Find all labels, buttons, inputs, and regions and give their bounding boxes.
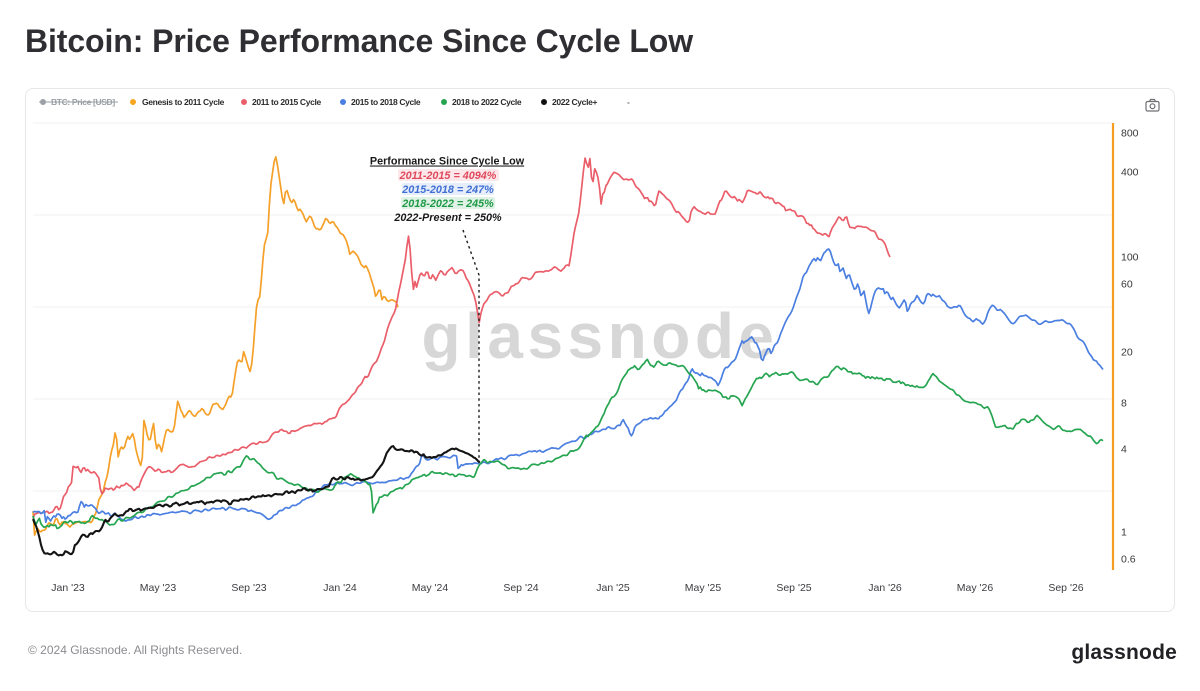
svg-text:2018 to 2022 Cycle: 2018 to 2022 Cycle [452,97,522,107]
svg-text:Sep '24: Sep '24 [503,582,538,594]
svg-text:60: 60 [1121,279,1133,291]
svg-text:Performance Since Cycle Low: Performance Since Cycle Low [370,156,525,168]
svg-text:Jan '23: Jan '23 [51,582,85,594]
svg-text:Genesis to 2011 Cycle: Genesis to 2011 Cycle [142,97,225,107]
svg-text:Sep '26: Sep '26 [1048,582,1083,594]
svg-text:2011-2015 = 4094%: 2011-2015 = 4094% [399,170,497,182]
svg-text:2022 Cycle+: 2022 Cycle+ [552,97,597,107]
svg-text:4: 4 [1121,444,1127,456]
svg-text:Jan '25: Jan '25 [596,582,630,594]
svg-text:0.6: 0.6 [1121,554,1136,566]
svg-text:May '25: May '25 [685,582,722,594]
svg-text:May '23: May '23 [140,582,177,594]
svg-text:800: 800 [1121,128,1139,140]
svg-text:2022-Present = 250%: 2022-Present = 250% [393,212,502,224]
svg-text:100: 100 [1121,252,1139,264]
svg-text:May '24: May '24 [412,582,449,594]
svg-text:20: 20 [1121,347,1133,359]
svg-text:400: 400 [1121,167,1139,179]
svg-text:1: 1 [1121,527,1127,539]
svg-text:Sep '23: Sep '23 [231,582,266,594]
svg-text:Sep '25: Sep '25 [776,582,811,594]
svg-text:Jan '24: Jan '24 [323,582,357,594]
svg-text:2015-2018 = 247%: 2015-2018 = 247% [401,184,494,196]
svg-text:May '26: May '26 [957,582,994,594]
svg-text:glassnode: glassnode [421,300,778,372]
svg-text:8: 8 [1121,398,1127,410]
svg-text:2011 to 2015 Cycle: 2011 to 2015 Cycle [252,97,321,107]
svg-text:Jan '26: Jan '26 [868,582,902,594]
svg-text:2015 to 2018 Cycle: 2015 to 2018 Cycle [351,97,421,107]
svg-text:-: - [627,97,630,107]
svg-text:2018-2022 = 245%: 2018-2022 = 245% [401,198,494,210]
